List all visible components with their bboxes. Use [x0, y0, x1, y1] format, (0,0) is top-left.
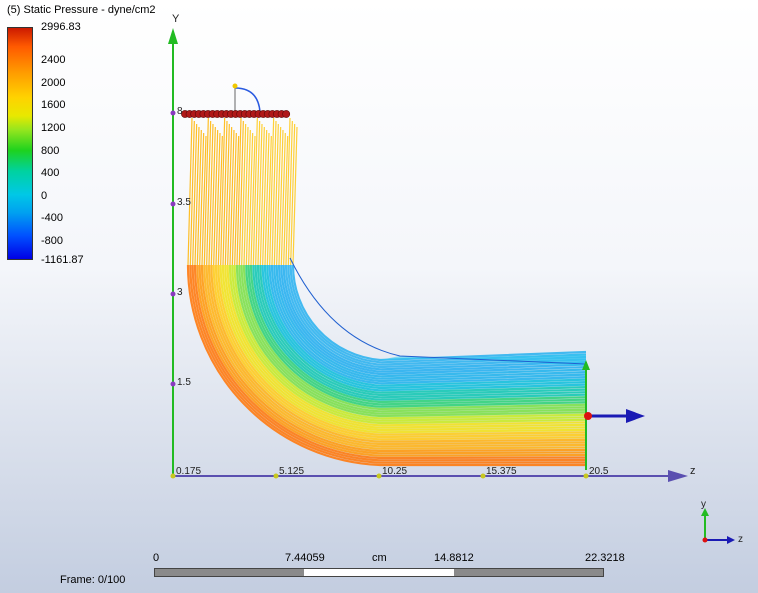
- y-axis-ticks: [170, 110, 176, 387]
- z-tick-label: 10.25: [382, 466, 408, 477]
- scale-value-2: 14.8812: [434, 552, 474, 564]
- z-tick-marker: [583, 473, 589, 479]
- legend-tick-label: 1200: [41, 122, 66, 134]
- z-tick-marker: [170, 473, 176, 479]
- rake-knob[interactable]: [232, 83, 238, 89]
- legend-tick-label: 0: [41, 190, 48, 202]
- seed-rake[interactable]: [181, 83, 291, 118]
- y-tick-marker: [170, 291, 176, 297]
- frame-counter: Frame: 0/100: [60, 574, 126, 586]
- z-tick-marker: [376, 473, 382, 479]
- legend-tick-label: -400: [41, 212, 64, 224]
- scale-segment: [453, 569, 603, 576]
- outlet-handle[interactable]: [584, 412, 592, 420]
- y-tick-label: 8: [177, 106, 183, 117]
- rake-seed-point[interactable]: [282, 110, 291, 118]
- y-tick-label: 1.5: [177, 377, 191, 388]
- scale-segment: [155, 569, 305, 576]
- scale-value-0: 0: [153, 552, 160, 564]
- z-tick-marker: [273, 473, 279, 479]
- legend-tick-label: -1161.87: [41, 254, 84, 266]
- triad-y-arrow: [701, 508, 709, 516]
- legend-tick-label: 2996.83: [41, 21, 81, 33]
- legend-tick-label: 800: [41, 145, 60, 157]
- outlet-marker-arrow: [582, 360, 590, 370]
- legend-tick-label: 1600: [41, 99, 66, 111]
- streamline-field: [186, 117, 587, 467]
- z-tick-label: 15.375: [486, 466, 517, 477]
- z-axis-label: z: [690, 465, 696, 477]
- scale-segment: [304, 569, 454, 576]
- scale-value-1: 7.44059: [285, 552, 325, 564]
- z-tick-label: 5.125: [279, 466, 305, 477]
- scale-unit: cm: [372, 552, 387, 564]
- z-axis-ticks: [170, 473, 589, 479]
- y-tick-label: 3: [177, 287, 183, 298]
- y-tick-marker: [170, 201, 176, 207]
- rake-rotation-handle[interactable]: [234, 87, 261, 113]
- scale-bar: [154, 568, 604, 577]
- y-tick-marker: [170, 110, 176, 116]
- triad-origin: [702, 537, 708, 543]
- legend-title: (5) Static Pressure - dyne/cm2: [7, 4, 156, 16]
- y-axis-arrow: [168, 28, 178, 44]
- legend-tick-label: 2400: [41, 54, 66, 66]
- y-axis-label: Y: [172, 13, 180, 25]
- z-tick-label: 20.5: [589, 466, 609, 477]
- pressure-colorbar: [7, 27, 33, 260]
- triad-y-label: y: [701, 499, 706, 510]
- y-tick-label: 3.5: [177, 197, 191, 208]
- z-axis-arrow: [668, 470, 688, 482]
- z-tick-marker: [480, 473, 486, 479]
- triad-z-label: z: [738, 534, 743, 545]
- legend-tick-label: 2000: [41, 77, 66, 89]
- legend-tick-label: 400: [41, 167, 60, 179]
- triad-z-arrow: [727, 536, 735, 544]
- y-tick-marker: [170, 381, 176, 387]
- z-tick-label: 0.175: [176, 466, 202, 477]
- outlet-vector-arrow: [626, 409, 645, 423]
- legend-tick-label: -800: [41, 235, 64, 247]
- scale-value-3: 22.3218: [585, 552, 625, 564]
